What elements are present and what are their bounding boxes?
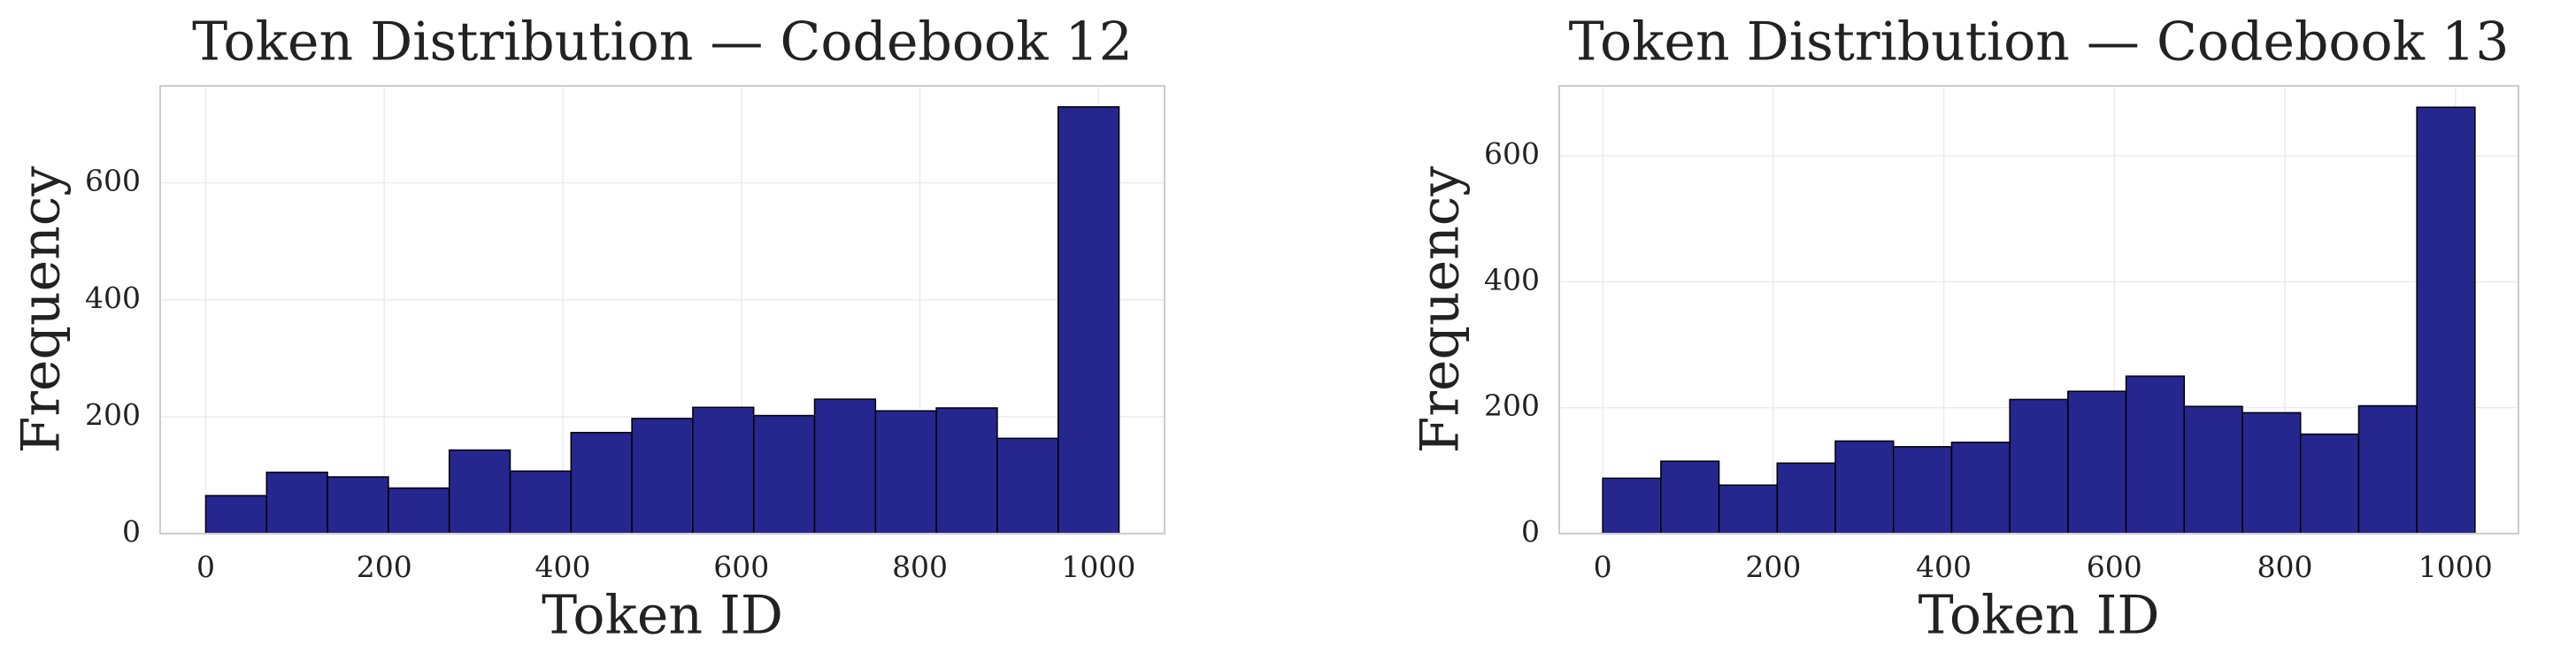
x-tick-label: 600	[2087, 550, 2142, 584]
x-tick-label: 400	[1916, 550, 1972, 584]
x-tick-label: 0	[1594, 550, 1612, 584]
bar	[1950, 442, 2011, 535]
x-axis-label: Token ID	[542, 585, 783, 647]
y-axis-label: Frequency	[1410, 166, 1472, 454]
x-tick-label: 200	[357, 550, 412, 584]
bar	[1602, 477, 1662, 535]
bar	[2299, 433, 2360, 535]
y-tick-label: 200	[1484, 389, 1540, 423]
bar	[509, 470, 573, 535]
bar	[2357, 404, 2418, 535]
bar	[2183, 405, 2243, 535]
bar	[265, 471, 328, 535]
y-tick-label: 600	[1484, 136, 1540, 171]
y-tick-label: 0	[1521, 514, 1540, 549]
bar	[570, 431, 633, 535]
chart-title: Token Distribution — Codebook 13	[1569, 12, 2510, 73]
y-tick-label: 200	[85, 397, 141, 432]
bar	[204, 495, 268, 535]
bar	[388, 487, 450, 535]
bar	[2416, 106, 2476, 535]
x-tick-label: 600	[713, 550, 769, 584]
bar	[1892, 446, 1953, 535]
bar	[2125, 375, 2186, 535]
x-tick-label: 800	[892, 550, 948, 584]
x-axis-label: Token ID	[1919, 585, 2160, 647]
y-tick-label: 600	[85, 164, 141, 198]
bar	[1057, 106, 1120, 535]
bar	[631, 418, 694, 535]
bar	[1718, 484, 1779, 535]
x-tick-label: 200	[1745, 550, 1801, 584]
chart-title: Token Distribution — Codebook 12	[192, 12, 1133, 73]
x-tick-label: 1000	[2418, 550, 2493, 584]
bar	[2009, 398, 2069, 535]
y-tick-label: 400	[1484, 262, 1540, 296]
bar	[935, 407, 998, 535]
bar	[327, 476, 389, 535]
bar	[874, 410, 937, 535]
x-tick-label: 1000	[1061, 550, 1135, 584]
bar	[1776, 462, 1836, 535]
x-tick-label: 400	[535, 550, 591, 584]
y-axis-label: Frequency	[11, 166, 73, 454]
bar	[1660, 460, 1720, 535]
bar	[813, 398, 877, 535]
bar	[448, 449, 511, 535]
bar	[2067, 390, 2127, 535]
bar	[752, 414, 816, 535]
x-tick-label: 800	[2257, 550, 2312, 584]
bar	[2242, 412, 2302, 535]
bar	[996, 437, 1059, 535]
plot-frame	[159, 85, 1165, 535]
bar	[692, 406, 755, 535]
y-tick-label: 0	[122, 514, 141, 549]
bar	[1834, 440, 1895, 535]
y-tick-label: 400	[85, 281, 141, 315]
plot-frame	[1558, 85, 2519, 535]
x-tick-label: 0	[196, 550, 215, 584]
